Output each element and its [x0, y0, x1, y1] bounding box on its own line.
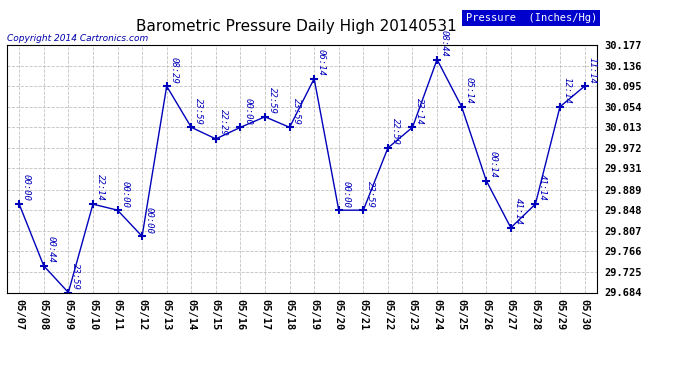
Text: 08:29: 08:29 [170, 57, 179, 83]
Text: 41:14: 41:14 [513, 198, 522, 225]
Text: 00:14: 00:14 [489, 151, 498, 178]
Text: 23:59: 23:59 [194, 98, 203, 124]
Text: 00:00: 00:00 [342, 180, 351, 207]
Text: 23:14: 23:14 [415, 98, 424, 124]
Text: 22:29: 22:29 [219, 109, 228, 136]
Text: 11:14: 11:14 [587, 57, 596, 83]
Text: 23:59: 23:59 [293, 98, 302, 124]
Text: 41:14: 41:14 [538, 174, 547, 201]
Text: 22:59: 22:59 [391, 118, 400, 145]
Text: 23:59: 23:59 [366, 180, 375, 207]
Text: 06:14: 06:14 [317, 49, 326, 76]
Text: 00:00: 00:00 [120, 180, 129, 207]
Text: 00:00: 00:00 [145, 207, 154, 234]
Text: 22:59: 22:59 [268, 87, 277, 114]
Text: Pressure  (Inches/Hg): Pressure (Inches/Hg) [466, 13, 597, 23]
Text: 22:14: 22:14 [96, 174, 105, 201]
Text: Copyright 2014 Cartronics.com: Copyright 2014 Cartronics.com [7, 34, 148, 43]
Text: 23:59: 23:59 [71, 263, 80, 290]
Text: Barometric Pressure Daily High 20140531: Barometric Pressure Daily High 20140531 [137, 19, 457, 34]
Text: 08:44: 08:44 [440, 30, 449, 57]
Text: 00:44: 00:44 [46, 236, 56, 263]
Text: 12:14: 12:14 [563, 77, 572, 104]
Text: 00:00: 00:00 [22, 174, 31, 201]
Text: 00:00: 00:00 [243, 98, 253, 124]
Text: 05:14: 05:14 [464, 77, 473, 104]
